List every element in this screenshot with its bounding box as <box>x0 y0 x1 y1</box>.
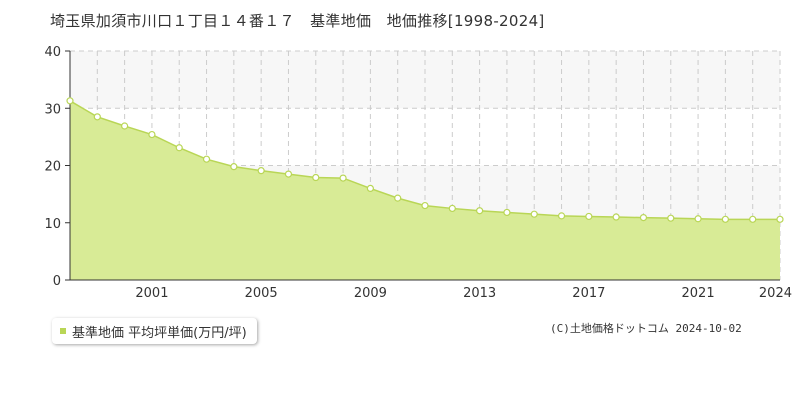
copyright-notice: (C)土地価格ドットコム 2024-10-02 <box>550 322 742 335</box>
data-point <box>612 213 620 221</box>
data-point <box>585 212 593 221</box>
y-tick-label: 30 <box>44 102 61 117</box>
x-tick-label: 2024 <box>759 286 792 300</box>
data-point <box>530 210 538 218</box>
data-point <box>694 215 702 223</box>
x-tick-label: 2001 <box>135 286 168 300</box>
data-point <box>175 144 183 152</box>
x-tick-label: 2009 <box>354 286 387 300</box>
chart-title: 埼玉県加須市川口１丁目１４番１７ 基準地価 地価推移[1998-2024] <box>50 12 545 30</box>
x-tick-label: 2017 <box>572 286 605 300</box>
y-tick-label: 10 <box>44 217 61 232</box>
data-point <box>394 194 402 202</box>
data-point <box>776 215 784 223</box>
x-tick-label: 2005 <box>245 286 278 300</box>
data-point <box>121 122 129 130</box>
x-axis-ticks: 2001 2005 2009 2013 2017 2021 2024 <box>135 286 792 300</box>
y-tick-label: 20 <box>44 160 61 175</box>
data-point <box>503 208 511 217</box>
legend-label: 基準地価 平均坪単価(万円/坪) <box>72 325 247 341</box>
x-tick-label: 2021 <box>682 286 715 300</box>
data-point <box>148 130 156 139</box>
x-tick-label: 2013 <box>463 286 496 300</box>
data-point <box>312 173 320 182</box>
data-point <box>366 184 374 192</box>
data-point <box>749 215 757 223</box>
data-point <box>639 213 648 222</box>
data-point <box>421 201 429 210</box>
data-point <box>667 214 675 222</box>
data-point <box>93 113 101 121</box>
y-axis-ticks: 0 10 20 30 40 <box>44 45 70 289</box>
data-point <box>339 174 347 182</box>
y-tick-label: 0 <box>53 274 61 289</box>
data-point <box>66 97 74 105</box>
data-point <box>230 163 238 171</box>
data-point <box>202 155 211 163</box>
data-points <box>66 97 784 223</box>
land-price-chart: 0 10 20 30 40 2001 2005 2009 2013 2017 2021 2024 <box>44 45 792 300</box>
data-point <box>557 212 566 220</box>
area-fill <box>70 100 780 281</box>
y-tick-label: 40 <box>44 45 61 60</box>
data-point <box>476 207 484 215</box>
data-point <box>448 204 456 213</box>
data-point <box>257 167 265 175</box>
data-point <box>721 215 729 223</box>
data-point <box>284 170 293 178</box>
legend[interactable]: 基準地価 平均坪単価(万円/坪) <box>52 318 257 344</box>
square-marker-icon <box>60 328 66 334</box>
